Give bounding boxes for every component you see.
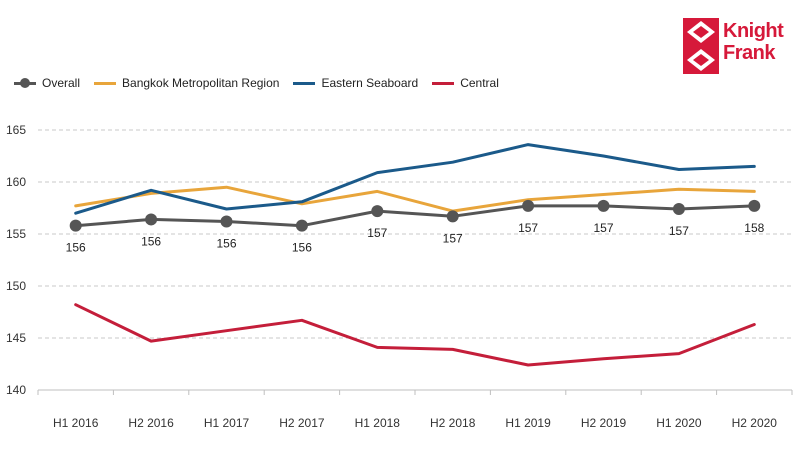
series-line-central — [74, 303, 756, 367]
legend-marker — [20, 78, 30, 88]
y-tick-label: 155 — [6, 227, 26, 241]
legend-swatch — [94, 81, 117, 85]
legend-label: Eastern Seaboard — [321, 76, 419, 90]
data-label: 158 — [744, 221, 764, 235]
logo-word-knight: Knight — [723, 20, 784, 42]
data-label: 156 — [292, 241, 312, 255]
data-label: 157 — [593, 221, 613, 235]
knight-frank-logo: Knight Frank — [683, 18, 793, 74]
data-point — [220, 215, 233, 228]
data-label: 157 — [367, 226, 387, 240]
x-tick-label: H2 2019 — [581, 416, 627, 430]
y-tick-label: 165 — [6, 123, 26, 137]
series-line-overall — [74, 204, 756, 228]
x-tick-label: H2 2017 — [279, 416, 325, 430]
legend-swatch — [293, 81, 316, 85]
data-point — [522, 199, 535, 212]
legend-swatch — [14, 78, 36, 88]
x-tick-label: H1 2019 — [505, 416, 551, 430]
data-point — [597, 199, 610, 212]
y-tick-label: 140 — [6, 383, 26, 397]
legend-label: Bangkok Metropolitan Region — [122, 76, 280, 90]
legend-label: Central — [460, 76, 499, 90]
x-tick-label: H1 2020 — [656, 416, 702, 430]
x-tick-label: H2 2016 — [128, 416, 174, 430]
x-tick-label: H1 2016 — [53, 416, 99, 430]
y-tick-label: 150 — [6, 279, 26, 293]
data-label: 156 — [216, 237, 236, 251]
data-label: 157 — [443, 231, 463, 245]
data-point — [748, 199, 761, 212]
x-tick-label: H2 2018 — [430, 416, 476, 430]
data-point — [145, 213, 158, 226]
legend-item: Central — [432, 76, 499, 90]
series-line-eastern-seaboard — [74, 143, 756, 215]
legend-item: Eastern Seaboard — [293, 76, 418, 90]
logo-word-frank: Frank — [723, 42, 775, 64]
data-label: 157 — [518, 221, 538, 235]
data-label: 157 — [669, 224, 689, 238]
x-tick-label: H1 2018 — [355, 416, 401, 430]
data-label: 156 — [66, 241, 86, 255]
logo-wordmark: Knight Frank — [723, 20, 784, 64]
data-point — [69, 219, 82, 232]
x-tick-label: H2 2020 — [732, 416, 778, 430]
legend-label: Overall — [42, 76, 81, 90]
legend-swatch — [432, 81, 455, 85]
y-tick-label: 160 — [6, 175, 26, 189]
data-point — [371, 205, 384, 218]
x-tick-label: H1 2017 — [204, 416, 250, 430]
data-point — [672, 203, 685, 216]
chart-legend: Overall Bangkok Metropolitan Region Easter… — [14, 74, 513, 92]
series-line-bangkok-metropolitan-region — [74, 185, 756, 213]
legend-item: Overall — [14, 76, 80, 90]
y-tick-label: 145 — [6, 331, 26, 345]
data-point — [446, 210, 459, 223]
knight-frank-logo-mark-icon — [683, 18, 719, 74]
data-label: 156 — [141, 234, 161, 248]
data-point — [295, 219, 308, 232]
legend-item: Bangkok Metropolitan Region — [94, 76, 279, 90]
